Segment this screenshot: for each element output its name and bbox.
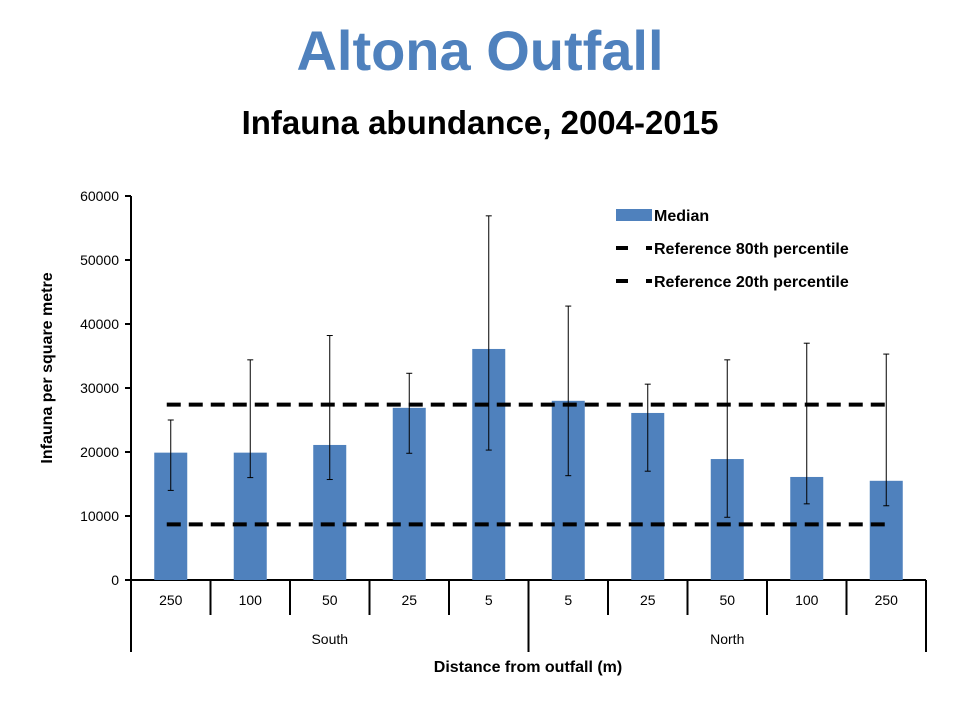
y-axis-label: Infauna per square metre (39, 272, 56, 463)
legend-label-reference: Reference 80th percentile (654, 241, 849, 258)
chart-title: Infauna abundance, 2004-2015 (241, 104, 719, 141)
x-group-label: South (311, 631, 348, 647)
x-tick-label: 100 (239, 592, 263, 608)
legend-label-reference: Reference 20th percentile (654, 274, 849, 291)
reference-lines (166, 402, 891, 527)
x-tick-label: 100 (795, 592, 819, 608)
page-title: Altona Outfall (296, 19, 664, 82)
y-tick-label: 30000 (80, 380, 119, 396)
x-axis-label: Distance from outfall (m) (434, 659, 622, 676)
y-tick-label: 60000 (80, 188, 119, 204)
x-group-label: North (710, 631, 744, 647)
x-tick-label: 50 (719, 592, 735, 608)
x-tick-label: 250 (159, 592, 183, 608)
bar-series (154, 348, 903, 580)
x-tick-label: 25 (640, 592, 656, 608)
legend-swatch-median (616, 209, 652, 221)
x-tick-label: 50 (322, 592, 338, 608)
y-tick-label: 0 (111, 572, 119, 588)
legend-label-median: Median (654, 208, 709, 225)
y-tick-label: 20000 (80, 444, 119, 460)
y-tick-label: 40000 (80, 316, 119, 332)
error-bars (167, 215, 890, 518)
x-tick-label: 5 (485, 592, 493, 608)
y-tick-label: 10000 (80, 508, 119, 524)
x-tick-label: 250 (875, 592, 899, 608)
x-tick-label: 25 (401, 592, 417, 608)
x-tick-label: 5 (564, 592, 572, 608)
legend: Median Reference 80th percentile Reference… (616, 208, 849, 291)
y-tick-label: 50000 (80, 252, 119, 268)
